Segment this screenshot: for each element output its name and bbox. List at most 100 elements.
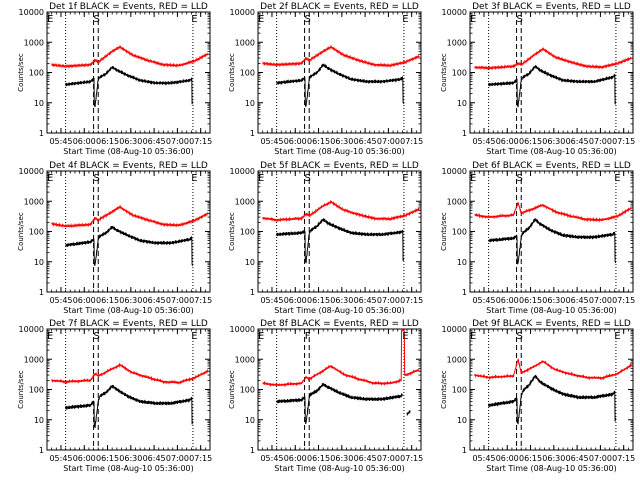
x-tick-label: 07:15 [189, 137, 212, 146]
events-series-line [65, 384, 194, 429]
panel-title: Det 7f BLACK = Events, RED = LLD [49, 319, 208, 329]
x-tick-label: 05:45 [49, 296, 72, 305]
panel-9: Det 9f BLACK = Events, RED = LLD 1 10 100 10… [440, 319, 635, 473]
y-tick-label: 1 [250, 446, 255, 455]
x-tick-label: 05:45 [260, 454, 283, 463]
x-tick-label: 06:45 [143, 296, 166, 305]
x-tick-label: 06:00 [73, 296, 96, 305]
x-axis-label: Start Time (08-Aug-10 05:36:00) [486, 147, 617, 156]
x-tick-label: 05:45 [472, 296, 495, 305]
panel-title: Det 5f BLACK = Events, RED = LLD [260, 161, 419, 171]
y-tick-label: 10 [245, 99, 255, 108]
x-tick-label: 05:45 [260, 296, 283, 305]
time-marker-label: E [47, 173, 53, 184]
events-series-line [65, 66, 194, 108]
x-tick-label: 06:30 [542, 454, 565, 463]
panel-title: Det 4f BLACK = Events, RED = LLD [49, 161, 208, 171]
x-tick-label: 07:00 [166, 454, 189, 463]
x-axis-label: Start Time (08-Aug-10 05:36:00) [63, 147, 194, 156]
y-axis-label: Counts/sec [228, 53, 236, 92]
x-tick-label: 06:30 [542, 137, 565, 146]
lld-series-line [474, 202, 632, 223]
y-tick-label: 1 [462, 129, 467, 138]
lld-series-line [262, 44, 420, 69]
y-axis-label: Counts/sec [228, 370, 236, 409]
x-tick-label: 05:45 [49, 137, 72, 146]
x-tick-label: 06:15 [519, 296, 542, 305]
events-series-line [406, 410, 411, 416]
x-tick-label: 05:45 [472, 137, 495, 146]
time-marker-label: S [516, 173, 522, 184]
x-axis-label: Start Time (08-Aug-10 05:36:00) [486, 306, 617, 315]
plot-frame [469, 11, 634, 134]
y-tick-label: 100 [240, 228, 255, 237]
events-series-line [276, 63, 405, 107]
lld-series-line [262, 327, 420, 388]
x-tick-label: 07:15 [400, 296, 423, 305]
y-tick-label: 10 [457, 99, 467, 108]
x-axis-label: Start Time (08-Aug-10 05:36:00) [274, 306, 405, 315]
y-tick-label: 10 [245, 258, 255, 267]
y-axis-label: Counts/sec [17, 370, 25, 409]
x-tick-label: 06:30 [542, 296, 565, 305]
y-tick-label: 1000 [447, 355, 467, 364]
x-axis-label: Start Time (08-Aug-10 05:36:00) [274, 147, 405, 156]
time-marker-label: E [470, 331, 476, 342]
x-tick-label: 07:15 [612, 454, 635, 463]
plot-frame [257, 170, 422, 293]
time-marker-label: E [258, 331, 264, 342]
y-tick-label: 10000 [19, 325, 44, 334]
y-tick-label: 10 [245, 416, 255, 425]
x-axis-label: Start Time (08-Aug-10 05:36:00) [63, 306, 194, 315]
x-tick-label: 07:15 [400, 137, 423, 146]
x-tick-label: 06:45 [354, 454, 377, 463]
time-marker-label: E [402, 331, 408, 342]
lld-series-line [474, 47, 632, 71]
x-tick-label: 06:30 [119, 137, 142, 146]
x-tick-label: 07:00 [166, 296, 189, 305]
y-tick-label: 10000 [230, 325, 255, 334]
panel-4: Det 4f BLACK = Events, RED = LLD 1 10 100 10… [17, 161, 212, 315]
x-tick-label: 06:30 [119, 454, 142, 463]
events-series-line [488, 218, 617, 265]
time-marker-label: E [191, 14, 197, 25]
panel-6: Det 6f BLACK = Events, RED = LLD 1 10 100 10… [440, 161, 635, 315]
x-tick-label: 06:00 [496, 296, 519, 305]
x-tick-label: 06:45 [143, 454, 166, 463]
y-tick-label: 10000 [230, 167, 255, 176]
time-marker-label: E [47, 331, 53, 342]
y-tick-label: 100 [29, 386, 44, 395]
time-marker-label: E [258, 14, 264, 25]
time-marker-label: E [191, 173, 197, 184]
y-tick-label: 100 [452, 69, 467, 78]
plot-frame [257, 11, 422, 134]
y-tick-label: 100 [452, 386, 467, 395]
x-tick-label: 06:15 [96, 296, 119, 305]
x-tick-label: 06:15 [96, 137, 119, 146]
y-tick-label: 1 [39, 129, 44, 138]
x-tick-label: 07:15 [189, 296, 212, 305]
plot-frame [46, 328, 211, 451]
x-tick-label: 07:00 [589, 296, 612, 305]
panel-title: Det 8f BLACK = Events, RED = LLD [260, 319, 419, 329]
x-tick-label: 07:15 [189, 454, 212, 463]
x-axis-label: Start Time (08-Aug-10 05:36:00) [63, 464, 194, 473]
x-tick-label: 06:15 [96, 454, 119, 463]
x-axis-label: Start Time (08-Aug-10 05:36:00) [486, 464, 617, 473]
panel-title: Det 9f BLACK = Events, RED = LLD [472, 319, 631, 329]
y-tick-label: 100 [240, 386, 255, 395]
x-tick-label: 06:45 [566, 454, 589, 463]
time-marker-label: S [516, 331, 522, 342]
plot-frame [257, 328, 422, 451]
events-series-line [488, 65, 617, 108]
events-series-line [488, 374, 617, 425]
time-marker-label: S [304, 173, 310, 184]
x-tick-label: 06:30 [330, 296, 353, 305]
panel-5: Det 5f BLACK = Events, RED = LLD 1 10 100 10… [228, 161, 423, 315]
y-axis-label: Counts/sec [228, 212, 236, 251]
y-tick-label: 1 [250, 288, 255, 297]
x-tick-label: 06:00 [73, 137, 96, 146]
time-marker-label: E [470, 173, 476, 184]
panel-title: Det 2f BLACK = Events, RED = LLD [260, 2, 419, 12]
